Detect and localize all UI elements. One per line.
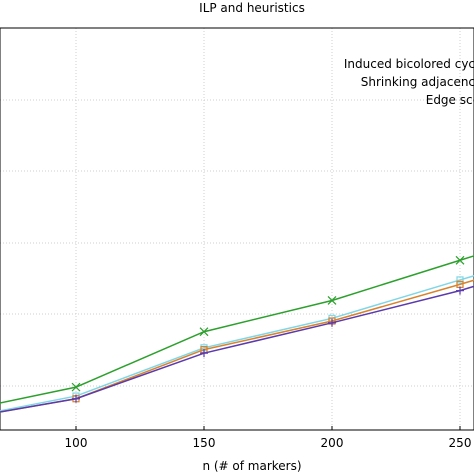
data-point <box>199 327 209 337</box>
data-point <box>456 276 464 284</box>
grid <box>0 28 474 430</box>
series-1 <box>0 275 474 412</box>
x-axis: 100150200250300350400450 <box>65 426 472 450</box>
data-point <box>328 318 336 327</box>
legend-entry: Shrinking adjacencies <box>361 75 474 89</box>
x-tick-label: 250 <box>449 436 472 450</box>
data-point <box>72 394 80 403</box>
legend: ILPInduced bicolored cyclesShrinking adj… <box>344 57 474 107</box>
data-point <box>327 296 337 305</box>
series-line <box>0 255 474 404</box>
series-line <box>0 275 474 412</box>
series-line <box>0 285 474 413</box>
chart-title: ILP and heuristics <box>199 1 305 15</box>
data-point <box>71 382 81 392</box>
legend-entry: Edge score <box>426 93 474 107</box>
x-tick-label: 100 <box>65 436 88 450</box>
data-point <box>456 286 464 295</box>
plot-frame <box>0 27 474 431</box>
series-3 <box>0 285 474 413</box>
series-0 <box>0 255 474 404</box>
data-point <box>200 349 208 358</box>
series-line <box>0 279 474 413</box>
series-group <box>0 255 474 413</box>
series-2 <box>0 279 474 413</box>
data-point <box>455 255 465 265</box>
x-axis-label: n (# of markers) <box>202 459 301 473</box>
legend-entry: Induced bicolored cycles <box>344 57 474 71</box>
x-tick-label: 150 <box>193 436 216 450</box>
x-tick-label: 200 <box>321 436 344 450</box>
